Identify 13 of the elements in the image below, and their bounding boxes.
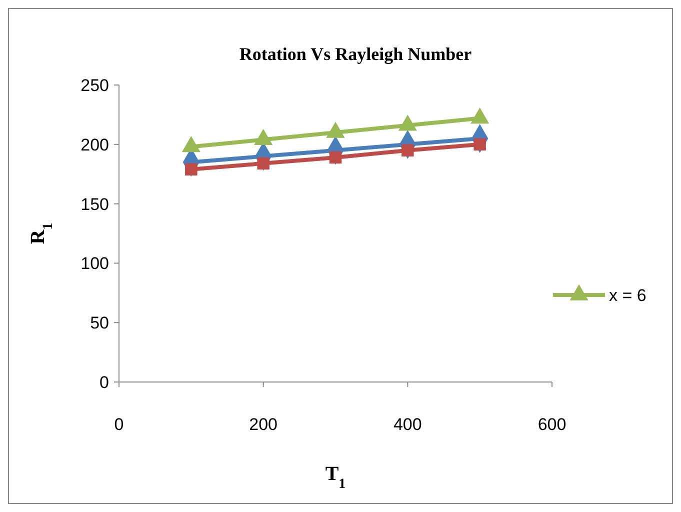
- y-tick-label: 200: [80, 135, 109, 154]
- x-tick-label: 600: [538, 415, 566, 434]
- x-tick-label: 200: [249, 415, 278, 434]
- y-tick-label: 250: [80, 76, 109, 95]
- y-tick-label: 150: [80, 194, 109, 214]
- y-tick-label: 100: [80, 254, 109, 274]
- y-tick-label: 0: [100, 372, 109, 392]
- y-tick-label: 50: [90, 314, 109, 333]
- chart-title: Rotation Vs Rayleigh Number: [239, 44, 472, 64]
- x-tick-label: 400: [393, 415, 422, 434]
- legend-label: x = 6: [609, 286, 646, 305]
- x-tick-label: 0: [114, 415, 124, 434]
- x-axis-title: T$_{1}$: [325, 463, 346, 492]
